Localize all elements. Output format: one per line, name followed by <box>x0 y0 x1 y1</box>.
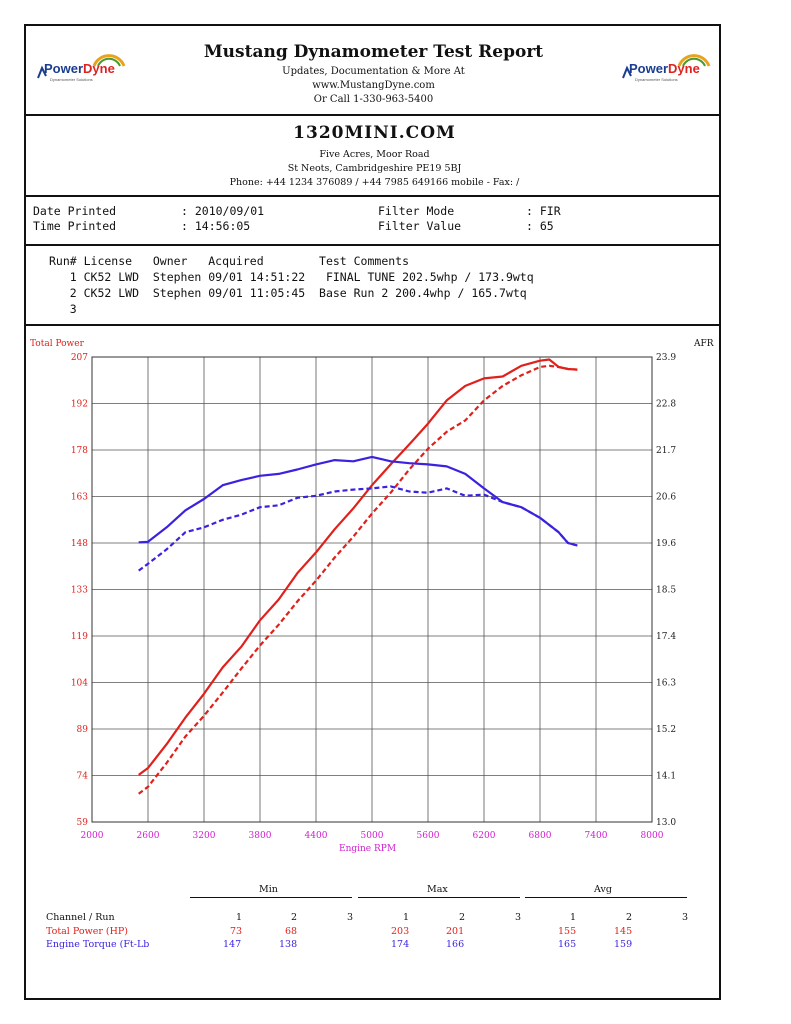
stats-cell: 145 <box>614 926 633 937</box>
stats-run-col: 3 <box>347 912 354 923</box>
filter-mode-value: : FIR <box>526 204 561 218</box>
header-line-3: Or Call 1-330-963-5400 <box>313 94 434 105</box>
powerdyne-logo-left: PowerDyne Dynamometer Solutions <box>36 52 126 86</box>
stats-divider-avg <box>525 897 687 898</box>
stats-row-label-power: Total Power (HP) <box>46 926 128 937</box>
shop-phone: Phone: +44 1234 376089 / +44 7985 649166… <box>229 177 520 188</box>
stats-run-col: 1 <box>403 912 410 923</box>
stats-run-col: 2 <box>291 912 298 923</box>
stats-cell: 174 <box>391 939 410 950</box>
stats-cell: 203 <box>391 926 410 937</box>
shop-address-1: Five Acres, Moor Road <box>319 149 430 160</box>
stats-row-label-torque: Engine Torque (Ft-Lb <box>46 939 150 950</box>
date-printed-label: Date Printed <box>33 204 117 218</box>
powerdyne-logo-right: PowerDyne Dynamometer Solutions <box>621 52 711 86</box>
time-printed-value: : 14:56:05 <box>181 219 251 233</box>
stats-avg-header: Avg <box>594 884 612 895</box>
shop-address-2: St Neots, Cambridgeshire PE19 5BJ <box>287 163 462 174</box>
shop-info: 1320MINI.COM Five Acres, Moor Road St Ne… <box>26 114 719 197</box>
date-printed-value: : 2010/09/01 <box>181 204 265 218</box>
stats-run-col: 3 <box>682 912 689 923</box>
stats-run-col: 3 <box>515 912 522 923</box>
stats-run-col: 1 <box>236 912 243 923</box>
run-row: 1 CK52 LWD Stephen 09/01 14:51:22 FINAL … <box>49 270 534 284</box>
stats-run-col: 2 <box>626 912 633 923</box>
report-title: Mustang Dynamometer Test Report <box>203 42 544 62</box>
stats-cell: 68 <box>285 926 298 937</box>
print-info: Date Printed : 2010/09/01 Time Printed :… <box>26 195 719 246</box>
stats-cell: 138 <box>279 939 298 950</box>
shop-name: 1320MINI.COM <box>293 123 456 143</box>
x-axis-title: Engine RPM <box>339 844 397 854</box>
stats-min-header: Min <box>259 884 278 895</box>
header-line-1: Updates, Documentation & More At <box>282 66 465 77</box>
stats-divider-min <box>190 897 352 898</box>
stats-col-header: Channel / Run <box>46 912 115 923</box>
run-row: 3 <box>49 302 77 316</box>
stats-cell: 166 <box>446 939 465 950</box>
stats-cell: 201 <box>446 926 465 937</box>
runs-header: Run# License Owner Acquired Test Comment… <box>49 254 410 268</box>
filter-mode-label: Filter Mode <box>378 204 455 218</box>
filter-value-label: Filter Value <box>378 219 462 233</box>
stats-run-col: 1 <box>570 912 577 923</box>
header-line-2: www.MustangDyne.com <box>312 80 435 91</box>
stats-cell: 155 <box>558 926 577 937</box>
stats-max-header: Max <box>427 884 448 895</box>
time-printed-label: Time Printed <box>33 219 117 233</box>
stats-run-col: 2 <box>459 912 466 923</box>
runs-table: Run# License Owner Acquired Test Comment… <box>26 244 719 326</box>
filter-value-value: : 65 <box>526 219 554 233</box>
stats-cell: 147 <box>223 939 242 950</box>
run-row: 2 CK52 LWD Stephen 09/01 11:05:45 Base R… <box>49 286 527 300</box>
y2-axis-title: AFR <box>694 339 714 349</box>
report-frame: PowerDyne Dynamometer Solutions Mustang … <box>24 24 721 1000</box>
report-header: PowerDyne Dynamometer Solutions Mustang … <box>26 26 719 116</box>
stats-cell: 73 <box>230 926 243 937</box>
y-axis-title: Total Power <box>30 339 84 349</box>
stats-cell: 165 <box>558 939 577 950</box>
stats-cell: 159 <box>614 939 633 950</box>
stats-divider-max <box>358 897 520 898</box>
